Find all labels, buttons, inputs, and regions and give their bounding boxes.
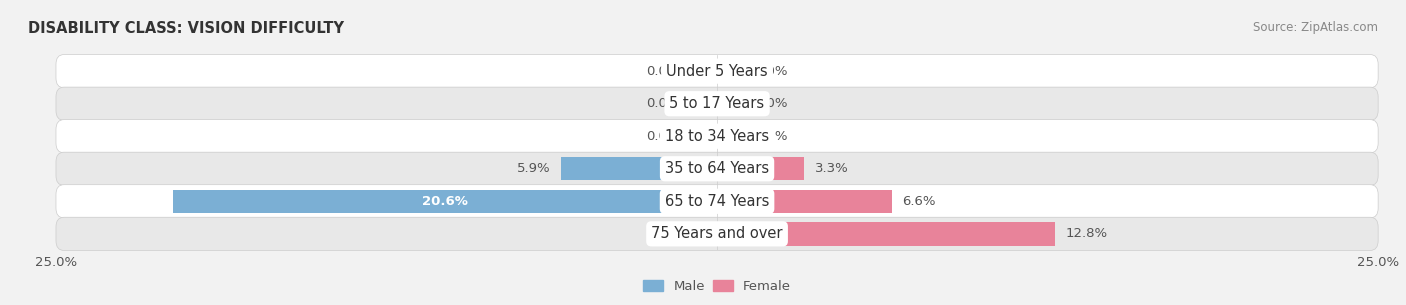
FancyBboxPatch shape bbox=[56, 217, 1378, 250]
Bar bbox=[690, 124, 717, 148]
Bar bbox=[561, 157, 717, 181]
Bar bbox=[690, 59, 717, 83]
Text: 75 Years and over: 75 Years and over bbox=[651, 226, 783, 241]
Bar bbox=[690, 92, 717, 115]
FancyBboxPatch shape bbox=[56, 120, 1378, 153]
Bar bbox=[717, 92, 744, 115]
Bar bbox=[717, 222, 1056, 246]
FancyBboxPatch shape bbox=[56, 152, 1378, 185]
Text: 0.0%: 0.0% bbox=[647, 65, 681, 78]
Text: 0.0%: 0.0% bbox=[647, 227, 681, 240]
Text: 20.6%: 20.6% bbox=[422, 195, 468, 208]
Text: 3.3%: 3.3% bbox=[815, 162, 849, 175]
Bar bbox=[717, 157, 804, 181]
Text: 5.9%: 5.9% bbox=[517, 162, 551, 175]
Text: 0.0%: 0.0% bbox=[647, 97, 681, 110]
Text: 65 to 74 Years: 65 to 74 Years bbox=[665, 194, 769, 209]
Text: 12.8%: 12.8% bbox=[1066, 227, 1108, 240]
Bar bbox=[717, 124, 744, 148]
Bar bbox=[717, 190, 891, 213]
Bar bbox=[717, 59, 744, 83]
FancyBboxPatch shape bbox=[56, 87, 1378, 120]
Legend: Male, Female: Male, Female bbox=[638, 274, 796, 298]
Text: Source: ZipAtlas.com: Source: ZipAtlas.com bbox=[1253, 21, 1378, 34]
Text: Under 5 Years: Under 5 Years bbox=[666, 64, 768, 79]
Text: 5 to 17 Years: 5 to 17 Years bbox=[669, 96, 765, 111]
Text: 0.0%: 0.0% bbox=[754, 130, 787, 143]
Text: 0.0%: 0.0% bbox=[647, 130, 681, 143]
FancyBboxPatch shape bbox=[56, 55, 1378, 88]
Text: DISABILITY CLASS: VISION DIFFICULTY: DISABILITY CLASS: VISION DIFFICULTY bbox=[28, 21, 344, 36]
FancyBboxPatch shape bbox=[56, 185, 1378, 218]
Bar bbox=[690, 222, 717, 246]
Text: 35 to 64 Years: 35 to 64 Years bbox=[665, 161, 769, 176]
Bar bbox=[173, 190, 717, 213]
Text: 0.0%: 0.0% bbox=[754, 65, 787, 78]
Text: 0.0%: 0.0% bbox=[754, 97, 787, 110]
Text: 18 to 34 Years: 18 to 34 Years bbox=[665, 129, 769, 144]
Text: 6.6%: 6.6% bbox=[903, 195, 935, 208]
